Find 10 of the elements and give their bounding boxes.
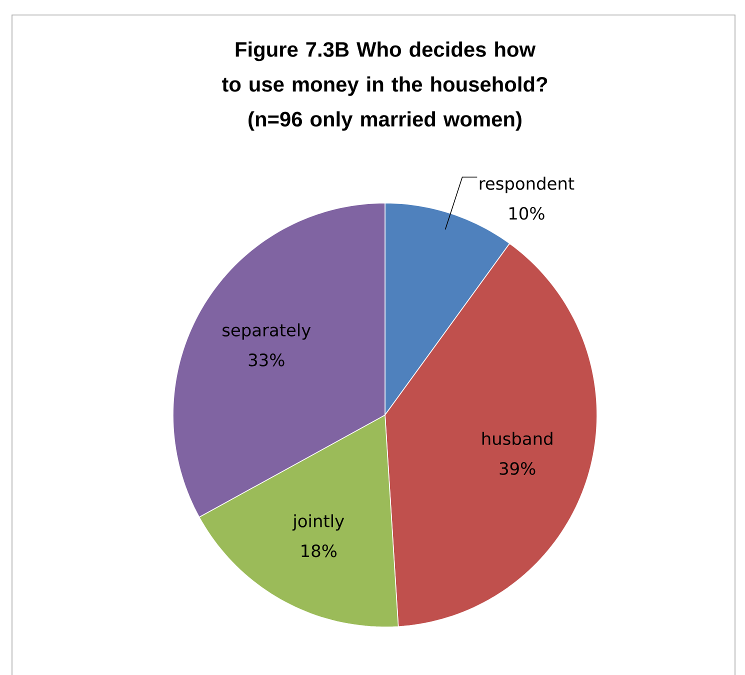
chart-title: Figure 7.3B Who decides how to use money in the household? — [222, 42, 548, 96]
slice-label: jointly — [292, 514, 344, 531]
data-label: 10% — [509, 206, 544, 220]
data-label: 18% — [302, 544, 337, 558]
slice-label: separately — [222, 323, 311, 340]
data-label: 39% — [500, 462, 536, 475]
slice-label: husband — [482, 432, 552, 446]
chart-subtitle: (n=96 only married women) — [248, 111, 522, 131]
slice-label: respondent — [480, 176, 574, 194]
data-label: 33% — [248, 354, 284, 366]
